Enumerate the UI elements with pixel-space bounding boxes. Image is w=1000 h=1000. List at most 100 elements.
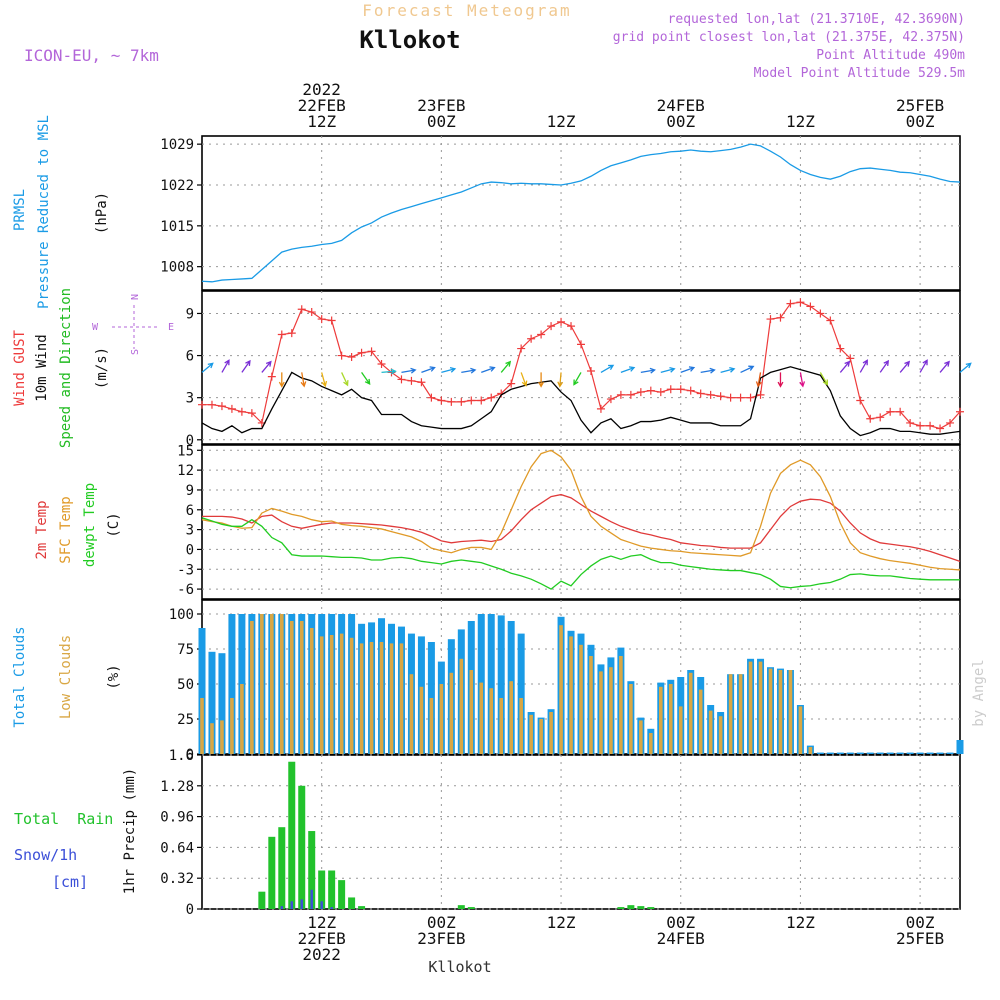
low-cloud-bar <box>210 723 214 754</box>
low-cloud-bar <box>629 684 633 754</box>
low-cloud-bar <box>778 670 783 754</box>
low-cloud-bar <box>379 642 384 754</box>
watermark: by Angel <box>971 659 987 726</box>
temperature-ytick-label: -6 <box>177 582 194 598</box>
clouds-ytick-label: 0 <box>186 747 194 763</box>
gust-marker <box>267 372 276 381</box>
rain-bar <box>328 870 336 909</box>
temp-unit: (C) <box>106 512 122 537</box>
temperature-ytick-label: 0 <box>186 542 194 558</box>
wind-direction-arrow <box>939 360 950 373</box>
gust-marker <box>277 330 286 339</box>
gust-marker <box>517 344 526 353</box>
wind-frame <box>201 290 961 445</box>
bottom-time-label: 00Z <box>666 913 695 932</box>
gust-marker <box>417 378 426 387</box>
gust-marker <box>666 385 675 394</box>
gust-marker <box>437 396 446 405</box>
temperature-ytick-label: 15 <box>177 443 194 459</box>
rain-bar <box>647 907 655 909</box>
rain-label: Total Rain <box>14 810 113 828</box>
low-cloud-bar <box>359 643 364 754</box>
rain-bar <box>467 907 475 909</box>
gust-marker <box>567 322 576 331</box>
low-cloud-bar <box>509 681 513 754</box>
gust-marker <box>816 309 825 318</box>
gust-marker <box>746 393 755 402</box>
pressure-label-2: Pressure Reduced to MSL <box>36 115 52 309</box>
temp-sfc-line <box>201 449 961 571</box>
wind-direction-arrow <box>481 366 496 374</box>
gust-marker <box>636 388 645 397</box>
low-cloud-bar <box>250 621 254 754</box>
top-time-label: 00Z <box>906 112 935 131</box>
snow-label: Snow/1h <box>14 846 77 864</box>
wind-direction-arrow <box>700 367 716 374</box>
total-cloud-bar <box>826 752 834 754</box>
wind-direction-arrow <box>859 359 868 373</box>
rain-bar <box>348 897 356 909</box>
low-cloud-bar <box>708 710 713 754</box>
pressure-axis-labels: PRMSL Pressure Reduced to MSL (hPa) <box>12 115 110 309</box>
low-cloud-bar <box>539 719 543 754</box>
gust-marker <box>836 344 845 353</box>
wind-direction-arrow <box>520 372 528 387</box>
low-cloud-bar <box>808 747 813 754</box>
total-cloud-bar <box>487 614 495 754</box>
low-cloud-bar <box>349 637 354 754</box>
wind-direction-arrow <box>261 360 272 373</box>
wind-direction-arrow <box>660 366 676 374</box>
low-cloud-bar <box>279 614 284 754</box>
wind-direction-arrow <box>381 368 397 375</box>
snow-bar <box>280 906 283 909</box>
bottom-time-label: 2022 <box>302 945 341 964</box>
low-cloud-bar <box>419 686 424 754</box>
rain-bar <box>288 761 296 909</box>
wind-direction-arrow <box>720 366 736 374</box>
wind-direction-arrow <box>221 359 230 373</box>
precip-ytick-label: 1.28 <box>160 779 194 795</box>
gust-marker <box>606 395 615 404</box>
snow-bar <box>310 889 313 909</box>
gust-marker <box>457 397 466 406</box>
wind-direction-arrow <box>201 362 214 373</box>
low-cloud-bar <box>319 636 324 754</box>
top-time-label: 2022 <box>302 80 341 99</box>
top-time-label: 12Z <box>307 112 336 131</box>
low-cloud-bar <box>240 684 244 754</box>
total-cloud-bar <box>846 752 854 754</box>
gust-marker <box>297 305 306 314</box>
bottom-time-label: 22FEB <box>298 929 346 948</box>
total-cloud-bar <box>916 752 924 754</box>
temp-axis-labels: 2m Temp SFC Temp dewpt Temp (C) <box>34 483 122 567</box>
gust-marker <box>916 421 925 430</box>
gust-marker <box>826 316 835 325</box>
bottom-time-label: 25FEB <box>896 929 944 948</box>
pressure-ytick-label: 1022 <box>160 178 194 194</box>
rain-bar <box>358 906 366 909</box>
gust-marker <box>886 407 895 416</box>
clouds-ytick-label: 50 <box>177 677 194 693</box>
gust-marker <box>487 393 496 402</box>
total-cloud-bar <box>497 615 505 754</box>
low-cloud-bar <box>559 625 563 754</box>
low-cloud-bar <box>738 674 743 754</box>
low-cloud-bar <box>619 656 623 754</box>
low-cloud-bar <box>599 671 603 754</box>
precip-ytick-label: 0.64 <box>160 840 194 856</box>
top-time-label: 12Z <box>547 112 576 131</box>
gust-marker <box>716 392 725 401</box>
low-cloud-bar <box>748 661 753 754</box>
wind-panel: 0 3 6 9 <box>186 290 972 449</box>
low-cloud-bar <box>639 720 643 754</box>
low-cloud-bar <box>369 642 374 754</box>
total-clouds-label: Total Clouds <box>12 626 28 727</box>
wind-direction-arrow <box>321 372 328 388</box>
clouds-ytick-label: 25 <box>177 712 194 728</box>
bottom-time-label: 00Z <box>906 913 935 932</box>
rain-bar <box>308 831 316 909</box>
gust-marker <box>756 390 765 399</box>
low-cloud-bar <box>409 674 414 754</box>
rain-bar <box>268 836 276 909</box>
